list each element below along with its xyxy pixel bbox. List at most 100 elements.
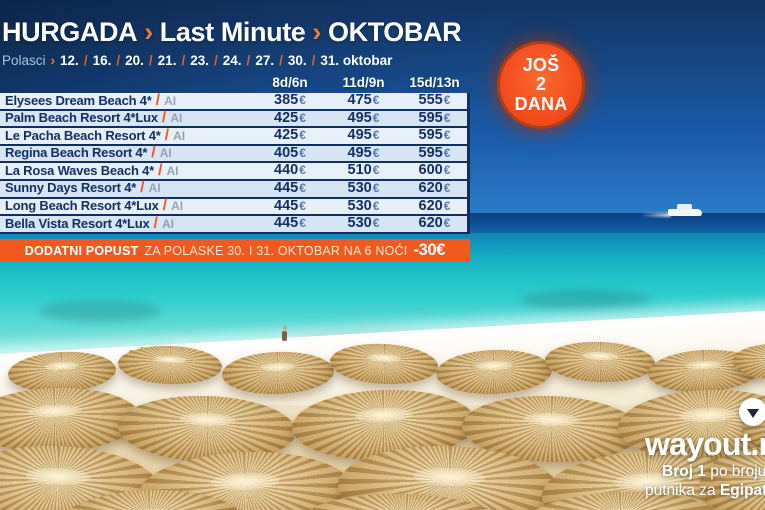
hotel-name: Regina Beach Resort 4*	[5, 145, 148, 161]
currency-symbol: €	[372, 163, 380, 178]
currency-symbol: €	[443, 93, 451, 107]
hotel-name: Sunny Days Resort 4*	[5, 180, 137, 196]
price-value: 600	[418, 162, 443, 179]
price-value: 425	[274, 127, 299, 144]
price-value: 440	[274, 162, 299, 179]
currency-symbol: €	[443, 180, 451, 195]
hotel-name-cell: Palm Beach Resort 4*Lux / AI	[0, 110, 252, 127]
discount-text: ZA POLASKE 30. I 31. OKTOBAR NA 6 NOĆI	[144, 243, 408, 258]
table-row: Long Beach Resort 4*Lux / AI 445€ 530€ 620€	[0, 197, 467, 217]
price-value: 620	[418, 197, 443, 214]
discount-amount: -30€	[413, 241, 446, 259]
hotel-name: Le Pacha Beach Resort 4*	[5, 127, 161, 143]
price-value: 405	[274, 144, 299, 161]
page-title: HURGADA › Last Minute › OKTOBAR	[2, 17, 462, 48]
price-cell: 555€	[399, 92, 470, 109]
currency-symbol: €	[299, 145, 306, 160]
date-separator: /	[116, 53, 121, 68]
currency-symbol: €	[299, 93, 306, 107]
currency-symbol: €	[443, 145, 451, 160]
price-cell: 425€	[252, 110, 328, 127]
straw-umbrella	[221, 350, 335, 396]
price-value: 530	[347, 179, 372, 196]
table-row: Regina Beach Resort 4* / AI 405€ 495€ 595€	[0, 144, 467, 164]
straw-umbrella	[329, 341, 439, 387]
price-value: 620	[418, 179, 443, 196]
board-label: AI	[166, 163, 179, 178]
price-value: 495	[347, 109, 372, 126]
price-table: 8d/6n 11d/9n 15d/13n Elysees Dream Beach…	[0, 72, 470, 234]
chevron-separator: ›	[312, 17, 321, 47]
board-separator: /	[153, 215, 158, 232]
departure-date: 23.	[190, 53, 209, 68]
tagline-bold: Broj 1	[662, 463, 706, 480]
reef-patch	[520, 290, 650, 310]
hotel-name-cell: Le Pacha Beach Resort 4* / AI	[0, 128, 252, 145]
hotel-name-cell: Long Beach Resort 4*Lux / AI	[0, 198, 252, 215]
price-table-header: 8d/6n 11d/9n 15d/13n	[0, 72, 470, 93]
board-separator: /	[140, 180, 145, 197]
board-label: AI	[161, 216, 174, 231]
price-value: 385	[274, 92, 299, 108]
currency-symbol: €	[299, 216, 306, 231]
price-cell: 445€	[252, 215, 328, 232]
departure-date: 31. oktobar	[320, 53, 393, 68]
departure-date: 30.	[287, 53, 307, 68]
hotel-name-cell: Elysees Dream Beach 4* / AI	[0, 93, 252, 110]
price-value: 555	[418, 92, 443, 108]
date-separator: /	[148, 53, 153, 68]
board-separator: /	[155, 92, 161, 109]
price-value: 475	[347, 92, 372, 108]
departure-date: 12.	[60, 53, 79, 68]
departures-row: Polasci › 12. / 16. / 20. / 21. / 23. / 24. / 27. / 30. /…	[2, 53, 461, 68]
price-cell: 530€	[328, 197, 399, 215]
currency-symbol: €	[443, 198, 451, 213]
currency-symbol: €	[299, 163, 306, 178]
departure-date: 16.	[92, 53, 112, 68]
board-separator: /	[164, 127, 170, 144]
price-value: 495	[347, 144, 372, 161]
date-separator: /	[246, 53, 251, 68]
price-cell: 530€	[328, 179, 399, 197]
chevron-separator: ›	[144, 17, 153, 47]
boat-hull	[668, 209, 702, 216]
table-row: Sunny Days Resort 4* / AI 445€ 530€ 620€	[0, 179, 470, 199]
price-cell: 385€	[252, 92, 328, 109]
flyer-header: HURGADA › Last Minute › OKTOBAR Polasci › 12. /…	[2, 17, 462, 68]
tagline-text: po broju	[705, 463, 765, 480]
month-name: OKTOBAR	[328, 17, 462, 47]
hotel-name-cell: Bella Vista Resort 4*Lux / AI	[0, 216, 252, 233]
departure-date: 24.	[222, 53, 242, 68]
board-separator: /	[151, 145, 156, 162]
date-separator: /	[279, 53, 283, 68]
badge-line: 2	[535, 74, 547, 95]
date-separator: /	[83, 53, 88, 68]
promo-type: Last Minute	[159, 17, 306, 47]
hotel-name-cell: Regina Beach Resort 4* / AI	[0, 145, 252, 162]
price-cell: 620€	[399, 179, 470, 197]
price-cell: 495€	[328, 127, 399, 144]
discount-banner: DODATNI POPUST ZA POLASKE 30. I 31. OKTO…	[0, 239, 470, 262]
brand-logo: wayout.rs	[645, 426, 765, 462]
tagline-line2: putnika za Egipat	[645, 482, 765, 500]
price-value: 495	[347, 127, 372, 144]
hotel-name: Elysees Dream Beach 4*	[5, 92, 152, 108]
tagline-text: putnika za	[645, 482, 720, 499]
boat-cabin	[677, 204, 692, 210]
currency-symbol: €	[443, 110, 451, 125]
price-value: 530	[347, 197, 372, 214]
hotel-name: Bella Vista Resort 4*Lux	[5, 215, 150, 231]
column-header: 15d/13n	[409, 75, 460, 90]
departure-date: 27.	[255, 53, 275, 68]
departure-dates: 12. / 16. / 20. / 21. / 23. / 24. / 27. / 30. / 31. okto…	[60, 53, 392, 68]
currency-symbol: €	[372, 180, 380, 195]
table-row: Elysees Dream Beach 4* / AI 385€ 475€ 555€	[0, 92, 470, 111]
badge-line: JOŠ	[522, 54, 560, 75]
currency-symbol: €	[372, 198, 380, 213]
board-label: AI	[148, 181, 161, 196]
price-value: 530	[347, 215, 372, 232]
board-label: AI	[159, 146, 172, 161]
price-cell: 405€	[252, 144, 328, 162]
hotel-name-cell: La Rosa Waves Beach 4* / AI	[0, 163, 252, 180]
board-separator: /	[162, 198, 168, 215]
